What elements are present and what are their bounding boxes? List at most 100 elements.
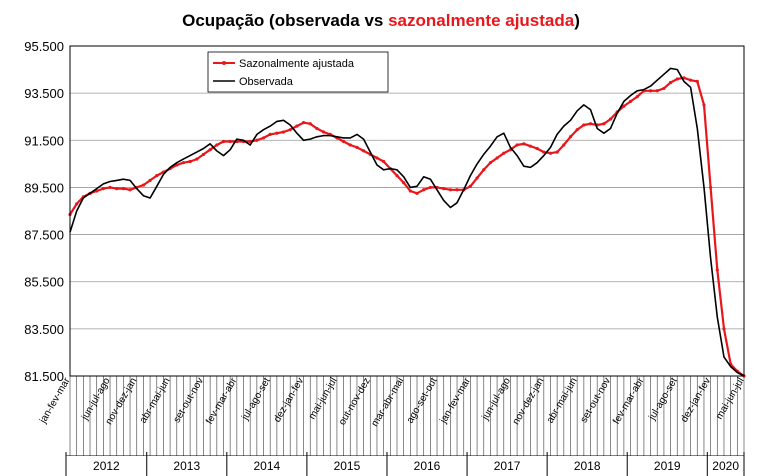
point-adjusted (382, 159, 386, 164)
year-label: 2018 (574, 459, 601, 473)
series-lines (68, 67, 746, 378)
x-tick-label: out-nov-dez (337, 376, 373, 427)
point-adjusted (548, 151, 553, 155)
y-tick-label: 87.500 (24, 228, 64, 243)
point-adjusted (468, 184, 472, 188)
x-tick-label: jul-ago-set (239, 376, 272, 423)
point-adjusted (395, 174, 399, 178)
point-adjusted (535, 146, 539, 151)
y-tick-label: 83.500 (24, 322, 64, 337)
point-adjusted (675, 77, 679, 81)
point-adjusted (141, 183, 146, 187)
point-adjusted (375, 156, 379, 160)
point-adjusted (555, 150, 559, 154)
point-adjusted (275, 131, 279, 135)
x-tick-label: fev-mar-abr (204, 375, 240, 426)
point-adjusted (95, 189, 99, 193)
point-adjusted (475, 176, 479, 180)
legend-marker-adjusted (222, 61, 226, 65)
point-adjusted (228, 139, 232, 144)
series-line-observed (69, 67, 745, 377)
point-adjusted (108, 185, 112, 190)
point-adjusted (342, 139, 346, 144)
point-adjusted (575, 128, 579, 132)
point-adjusted (662, 86, 666, 91)
x-tick-label: fev-mar-abr (611, 375, 647, 426)
point-adjusted (522, 142, 526, 146)
point-adjusted (415, 191, 419, 195)
y-tick-label: 89.500 (24, 180, 64, 195)
point-adjusted (295, 124, 299, 128)
x-tick-label: jan-fev-mar (438, 375, 474, 426)
year-band (66, 456, 744, 476)
point-adjusted (281, 130, 286, 134)
year-label: 2017 (494, 459, 521, 473)
point-adjusted (582, 123, 586, 127)
y-tick-label: 91.500 (24, 133, 64, 148)
point-adjusted (188, 159, 192, 164)
point-adjusted (482, 168, 486, 172)
y-axis-ticks: 95.500 93.500 91.500 89.500 87.500 85.500 83.5… (24, 39, 64, 384)
point-adjusted (709, 185, 713, 190)
point-adjusted (542, 150, 546, 154)
y-tick-label: 81.500 (24, 369, 64, 384)
point-adjusted (195, 157, 199, 161)
y-tick-label: 93.500 (24, 86, 64, 101)
chart-title: Ocupação (observada vs sazonalmente ajus… (182, 11, 580, 30)
point-adjusted (321, 130, 326, 134)
point-adjusted (488, 161, 493, 165)
x-axis: jan-fev-mar jun-jul-agonov-dez-janabr-mai… (37, 375, 747, 476)
point-adjusted (655, 89, 659, 93)
point-adjusted (101, 187, 105, 191)
point-adjusted (128, 188, 132, 192)
point-adjusted (702, 103, 706, 107)
point-adjusted (115, 187, 119, 191)
x-tick-label: jun-jul-ago (480, 376, 514, 423)
point-adjusted (635, 95, 639, 99)
year-label: 2019 (654, 459, 681, 473)
point-adjusted (268, 132, 272, 136)
point-adjusted (602, 122, 606, 126)
point-adjusted (442, 187, 446, 191)
point-adjusted (515, 143, 519, 147)
year-label: 2016 (414, 459, 441, 473)
legend-box (207, 51, 389, 93)
chart-title-part2: sazonalmente ajustada (388, 11, 575, 30)
point-adjusted (121, 187, 125, 191)
point-adjusted (689, 78, 693, 82)
point-adjusted (502, 151, 506, 155)
point-adjusted (562, 143, 566, 147)
x-tick-label: mar-abr-mai (370, 376, 407, 429)
point-adjusted (408, 189, 412, 193)
point-adjusted (201, 152, 206, 157)
legend: Sazonalmente ajustada Observada (207, 51, 389, 93)
point-adjusted (308, 122, 312, 126)
gridlines (70, 45, 744, 377)
series-line-adjusted (69, 76, 745, 377)
y-tick-label: 95.500 (24, 39, 64, 54)
point-adjusted (215, 143, 219, 147)
point-adjusted (75, 202, 79, 206)
point-adjusted (455, 188, 459, 192)
year-label: 2013 (173, 459, 200, 473)
point-adjusted (715, 268, 719, 272)
point-adjusted (622, 104, 626, 108)
y-tick-label: 85.500 (24, 275, 64, 290)
year-label: 2012 (93, 459, 120, 473)
point-adjusted (248, 139, 252, 144)
legend-label-observed: Observada (239, 76, 294, 88)
point-adjusted (608, 117, 613, 121)
x-tick-label: nov-dez-jan (511, 376, 547, 427)
point-adjusted (648, 89, 653, 93)
legend-label-adjusted: Sazonalmente ajustada (239, 58, 355, 70)
point-adjusted (181, 161, 186, 165)
point-adjusted (668, 80, 673, 85)
point-adjusted (208, 148, 212, 152)
point-adjusted (362, 149, 366, 153)
year-label: 2020 (712, 459, 739, 473)
point-adjusted (402, 181, 406, 185)
year-label: 2014 (254, 459, 281, 473)
point-adjusted (568, 135, 573, 139)
point-adjusted (695, 79, 699, 83)
